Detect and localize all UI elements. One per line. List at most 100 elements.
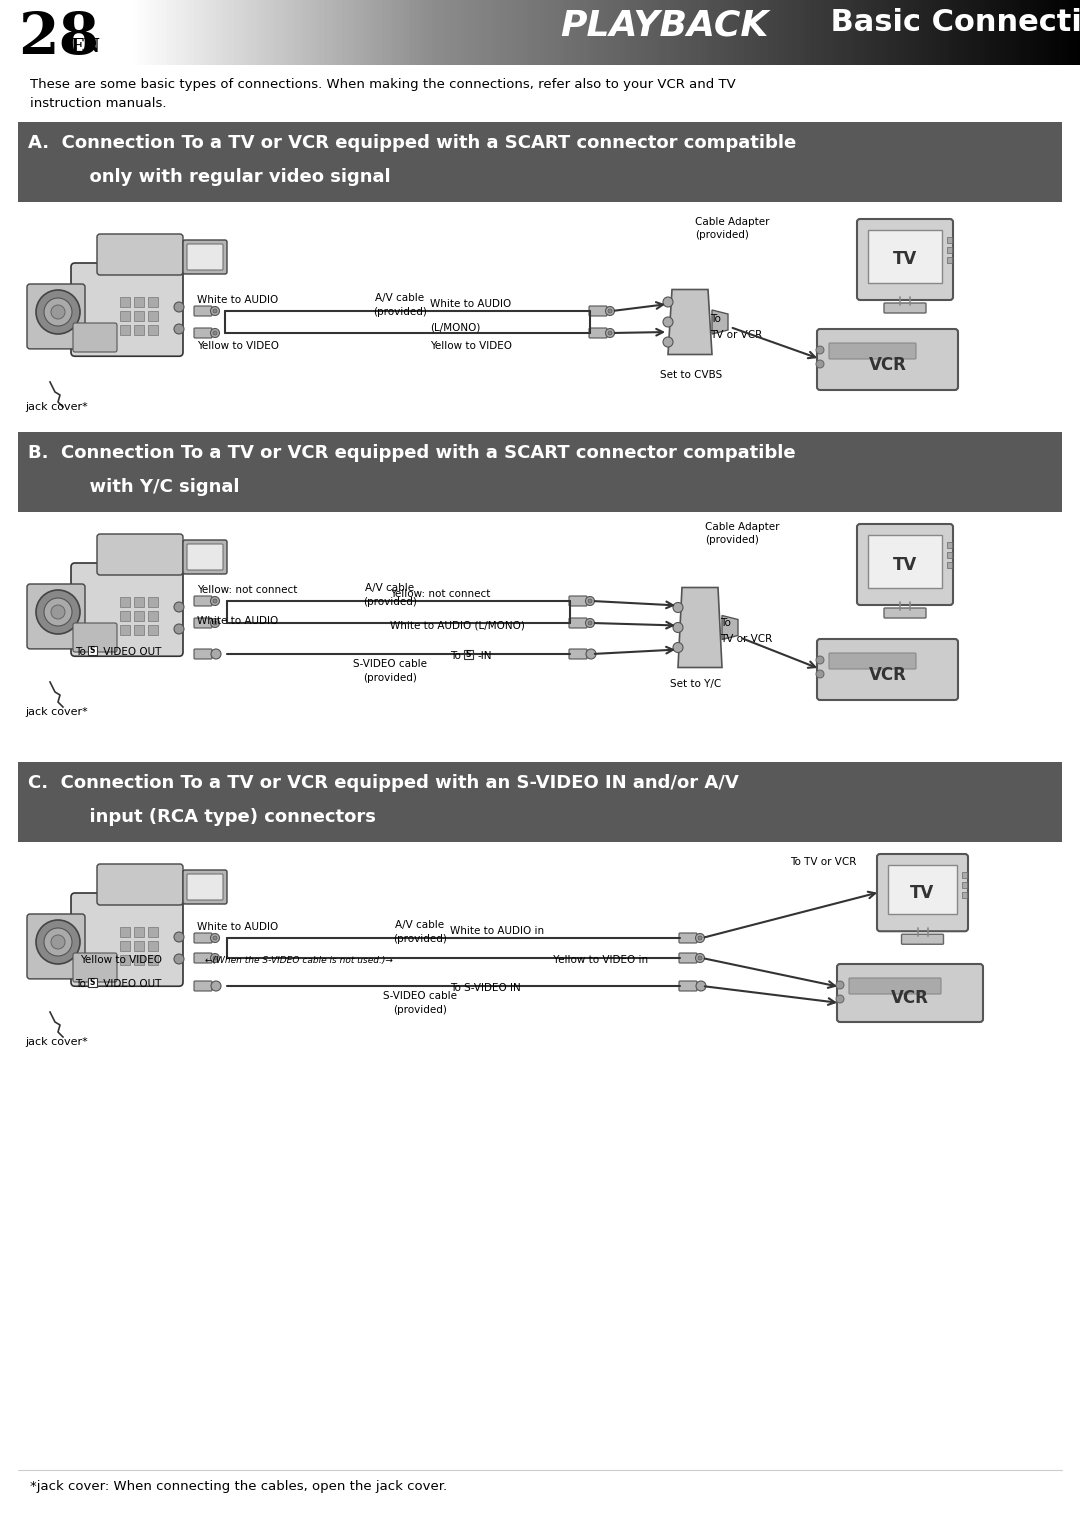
Bar [640, 0, 645, 64]
Circle shape [816, 656, 824, 664]
Text: (provided): (provided) [696, 230, 748, 241]
Bar [97, 0, 100, 64]
Bar [839, 0, 842, 64]
Bar [1055, 0, 1058, 64]
Bar [1029, 0, 1034, 64]
Bar [148, 612, 158, 621]
Text: only with regular video signal: only with regular video signal [52, 169, 391, 185]
FancyBboxPatch shape [97, 865, 183, 904]
Circle shape [174, 624, 184, 635]
Bar [853, 0, 856, 64]
Bar [511, 0, 515, 64]
Bar [673, 0, 677, 64]
FancyBboxPatch shape [73, 954, 117, 983]
Bar [720, 0, 724, 64]
Bar [386, 0, 389, 64]
Bar [918, 0, 921, 64]
Circle shape [44, 598, 72, 625]
Bar [835, 0, 839, 64]
Bar [148, 596, 158, 607]
Text: Yellow: not connect: Yellow: not connect [390, 589, 490, 599]
Bar [867, 0, 872, 64]
Bar [724, 0, 727, 64]
Bar [120, 955, 130, 964]
Bar [580, 0, 583, 64]
Bar [921, 0, 926, 64]
FancyBboxPatch shape [87, 978, 97, 987]
Bar [915, 0, 918, 64]
Bar [651, 0, 656, 64]
Bar [313, 0, 316, 64]
FancyBboxPatch shape [569, 596, 588, 606]
Bar [947, 0, 950, 64]
Text: White to AUDIO (L/MONO): White to AUDIO (L/MONO) [390, 619, 525, 630]
Bar [468, 0, 472, 64]
Bar [450, 0, 454, 64]
Bar [864, 0, 867, 64]
Bar [32, 0, 36, 64]
Bar [134, 625, 144, 635]
Bar [370, 0, 375, 64]
Bar [950, 0, 954, 64]
Circle shape [588, 599, 592, 602]
FancyBboxPatch shape [816, 330, 958, 389]
Bar [162, 0, 165, 64]
Text: A/V cable: A/V cable [376, 293, 424, 304]
Bar [134, 955, 144, 964]
Bar [144, 0, 148, 64]
Bar [86, 0, 90, 64]
Bar [543, 0, 548, 64]
Bar [187, 0, 191, 64]
Bar [120, 941, 130, 950]
Bar [548, 0, 551, 64]
Bar [464, 0, 468, 64]
Text: S-VIDEO cable: S-VIDEO cable [383, 990, 457, 1001]
Bar [262, 0, 267, 64]
Bar [727, 0, 731, 64]
Circle shape [836, 995, 843, 1003]
Bar [893, 0, 896, 64]
Bar [856, 0, 861, 64]
Bar [353, 0, 356, 64]
Circle shape [36, 920, 80, 964]
Bar [407, 0, 410, 64]
FancyBboxPatch shape [589, 307, 607, 316]
Circle shape [211, 618, 219, 627]
Bar [947, 543, 951, 547]
Circle shape [213, 621, 217, 625]
Bar [634, 0, 637, 64]
Bar [586, 0, 591, 64]
Bar [569, 0, 572, 64]
Circle shape [213, 937, 217, 940]
Bar [932, 0, 936, 64]
Bar [176, 0, 180, 64]
FancyBboxPatch shape [885, 304, 926, 313]
Bar [947, 258, 951, 264]
Bar [785, 0, 788, 64]
Text: White to AUDIO in: White to AUDIO in [450, 926, 544, 937]
FancyBboxPatch shape [183, 241, 227, 274]
Bar [936, 0, 940, 64]
Bar [356, 0, 360, 64]
Circle shape [588, 621, 592, 625]
Bar [572, 0, 576, 64]
Bar [508, 0, 511, 64]
Bar [137, 0, 140, 64]
FancyBboxPatch shape [816, 639, 958, 701]
FancyBboxPatch shape [463, 650, 473, 659]
Circle shape [213, 310, 217, 313]
Bar [72, 0, 76, 64]
Bar [306, 0, 310, 64]
FancyBboxPatch shape [569, 618, 588, 629]
Bar [173, 0, 176, 64]
Bar [18, 762, 1062, 842]
Bar [947, 247, 951, 253]
FancyBboxPatch shape [183, 540, 227, 573]
Bar [986, 0, 990, 64]
Bar [828, 0, 832, 64]
Bar [281, 0, 284, 64]
Text: jack cover*: jack cover* [25, 402, 87, 412]
Bar [832, 0, 835, 64]
Bar [994, 0, 997, 64]
Bar [248, 0, 252, 64]
